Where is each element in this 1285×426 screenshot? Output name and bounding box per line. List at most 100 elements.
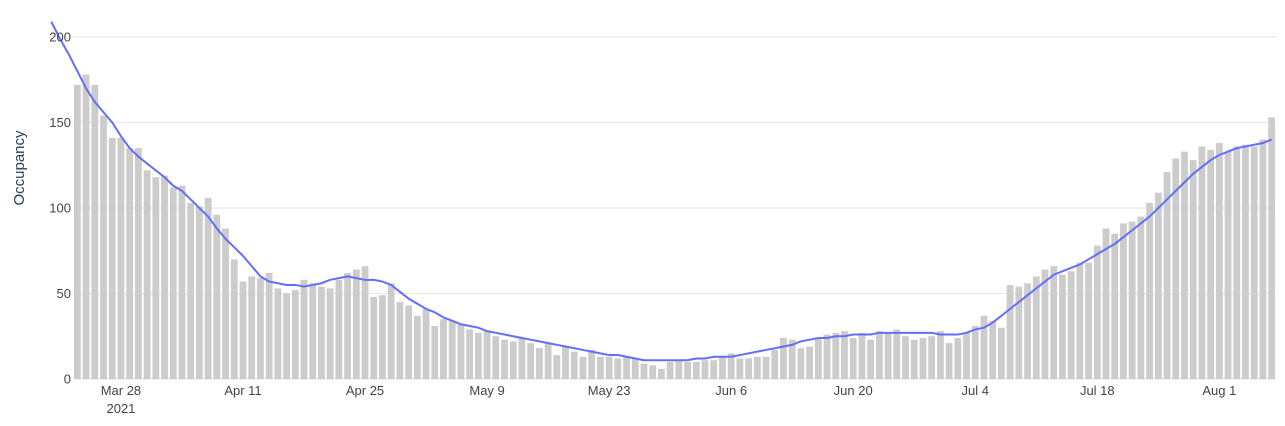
bar <box>1015 286 1023 379</box>
bar <box>919 337 927 379</box>
bar <box>771 349 779 379</box>
bar <box>1259 139 1267 379</box>
bar <box>666 361 674 379</box>
bar <box>893 329 901 379</box>
bar <box>945 343 953 379</box>
y-axis-title: Occupancy <box>11 130 28 206</box>
bar <box>483 331 491 379</box>
bar <box>527 343 535 379</box>
x-tick-label: Jul 4 <box>962 383 989 398</box>
bar <box>265 272 273 379</box>
y-tick-label: 200 <box>49 30 71 45</box>
bar <box>1102 228 1110 379</box>
bar <box>597 356 604 379</box>
bar <box>658 368 665 379</box>
bar <box>405 305 413 379</box>
bar <box>1093 245 1101 379</box>
bar <box>832 332 840 379</box>
bar <box>370 296 378 379</box>
bar <box>806 346 814 379</box>
bar <box>466 329 474 379</box>
x-tick-label: Apr 25 <box>346 383 384 398</box>
bar <box>335 279 343 379</box>
bar <box>535 348 543 379</box>
bar <box>248 276 256 379</box>
bar <box>588 349 596 379</box>
x-tick-label: Aug 1 <box>1202 383 1236 398</box>
y-tick-label: 150 <box>49 115 71 130</box>
bar <box>344 272 351 379</box>
bar <box>875 331 883 379</box>
bar <box>492 336 500 379</box>
bar <box>954 337 962 379</box>
bar <box>1224 151 1232 379</box>
bar <box>457 324 465 379</box>
bar <box>553 355 561 379</box>
bar <box>143 170 151 379</box>
bar <box>1207 149 1215 379</box>
bar <box>448 320 456 379</box>
bar <box>562 346 569 379</box>
bar <box>222 228 229 379</box>
bar <box>396 302 404 379</box>
bar <box>544 343 552 379</box>
bar <box>291 290 299 379</box>
bar <box>196 206 203 379</box>
bar <box>902 336 909 379</box>
bar <box>614 358 622 379</box>
bar <box>352 269 360 379</box>
bar <box>814 337 822 379</box>
bar <box>736 358 744 379</box>
x-tick-label: Jul 18 <box>1080 383 1115 398</box>
line-layer <box>50 21 1273 362</box>
y-tick-label: 0 <box>64 372 71 387</box>
series-line <box>50 21 1273 362</box>
bar <box>1111 233 1119 379</box>
bar <box>910 339 918 379</box>
bar <box>230 259 238 379</box>
bar <box>788 339 796 379</box>
bar <box>1120 223 1127 379</box>
bar <box>1189 160 1197 379</box>
bar <box>1085 262 1092 379</box>
bar <box>1242 144 1249 379</box>
bar <box>675 360 683 379</box>
bar <box>274 288 282 379</box>
bar <box>858 332 866 379</box>
bar <box>989 320 997 379</box>
x-tick-label: Mar 28 <box>101 383 141 398</box>
bar <box>300 279 308 379</box>
bar <box>387 283 395 379</box>
x-tick-label: May 23 <box>588 383 631 398</box>
bar <box>963 332 970 379</box>
bar <box>823 334 831 379</box>
bar <box>867 339 875 379</box>
x-tick-label: Jun 6 <box>715 383 747 398</box>
bar <box>326 288 334 379</box>
bar <box>431 325 439 379</box>
bar <box>178 185 186 379</box>
x-tick-label: Jun 20 <box>834 383 873 398</box>
bar <box>849 337 857 379</box>
bar <box>780 337 787 379</box>
bar <box>108 137 116 379</box>
bar <box>169 187 177 379</box>
bar <box>91 84 99 379</box>
bar <box>1154 192 1162 379</box>
bar <box>745 358 752 379</box>
bar <box>971 325 979 379</box>
bar <box>1024 283 1031 379</box>
bar <box>474 332 482 379</box>
bar <box>1032 276 1040 379</box>
bar <box>509 341 517 379</box>
bar <box>379 295 386 379</box>
bar <box>318 286 325 379</box>
bar <box>884 332 892 379</box>
bar <box>1233 146 1241 379</box>
bar <box>161 175 168 379</box>
bar <box>797 348 805 379</box>
bar <box>361 266 369 379</box>
bar <box>1250 146 1258 379</box>
bar <box>841 331 848 379</box>
